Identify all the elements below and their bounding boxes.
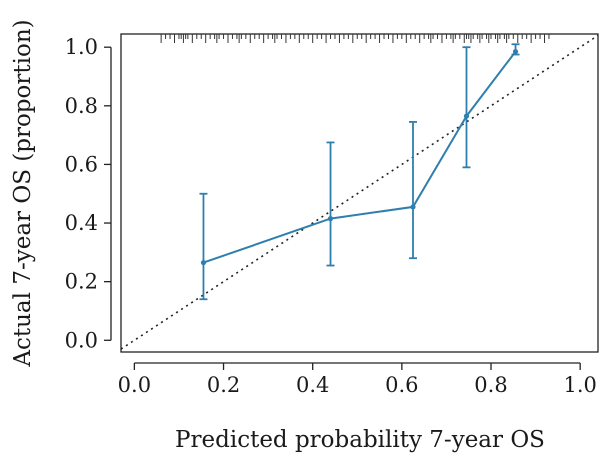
x-tick-label: 0.0: [118, 373, 151, 397]
calibration-point: [327, 216, 334, 222]
y-tick-label: 0.4: [65, 211, 98, 235]
y-axis: 0.0 0.2 0.4 0.6 0.8 1.0: [65, 35, 112, 352]
y-tick-label: 0.6: [65, 152, 98, 176]
x-tick-label: 1.0: [563, 373, 596, 397]
series-layer: [199, 43, 520, 301]
y-tick-label: 0.0: [65, 328, 98, 352]
x-tick-label: 0.6: [385, 373, 418, 397]
rug-layer: [160, 34, 550, 43]
plot-frame: [120, 33, 599, 353]
x-axis: 0.0 0.2 0.4 0.6 0.8 1.0: [118, 362, 597, 397]
calibration-point: [410, 204, 416, 210]
x-tick-label: 0.8: [474, 373, 507, 397]
y-tick-label: 0.8: [65, 94, 98, 118]
y-axis-title: Actual 7-year OS (proportion): [10, 19, 36, 367]
x-tick-label: 0.2: [207, 373, 240, 397]
x-axis-title: Predicted probability 7-year OS: [175, 427, 545, 453]
calibration-line: [203, 50, 517, 264]
reference-line-layer: [120, 34, 599, 350]
reference-diagonal-line: [120, 34, 599, 350]
calibration-point: [200, 260, 207, 266]
y-tick-label: 1.0: [65, 35, 98, 59]
y-tick-label: 0.2: [65, 270, 98, 294]
x-tick-label: 0.4: [296, 373, 329, 397]
calibration-point: [512, 48, 519, 55]
calibration-point: [463, 113, 470, 119]
